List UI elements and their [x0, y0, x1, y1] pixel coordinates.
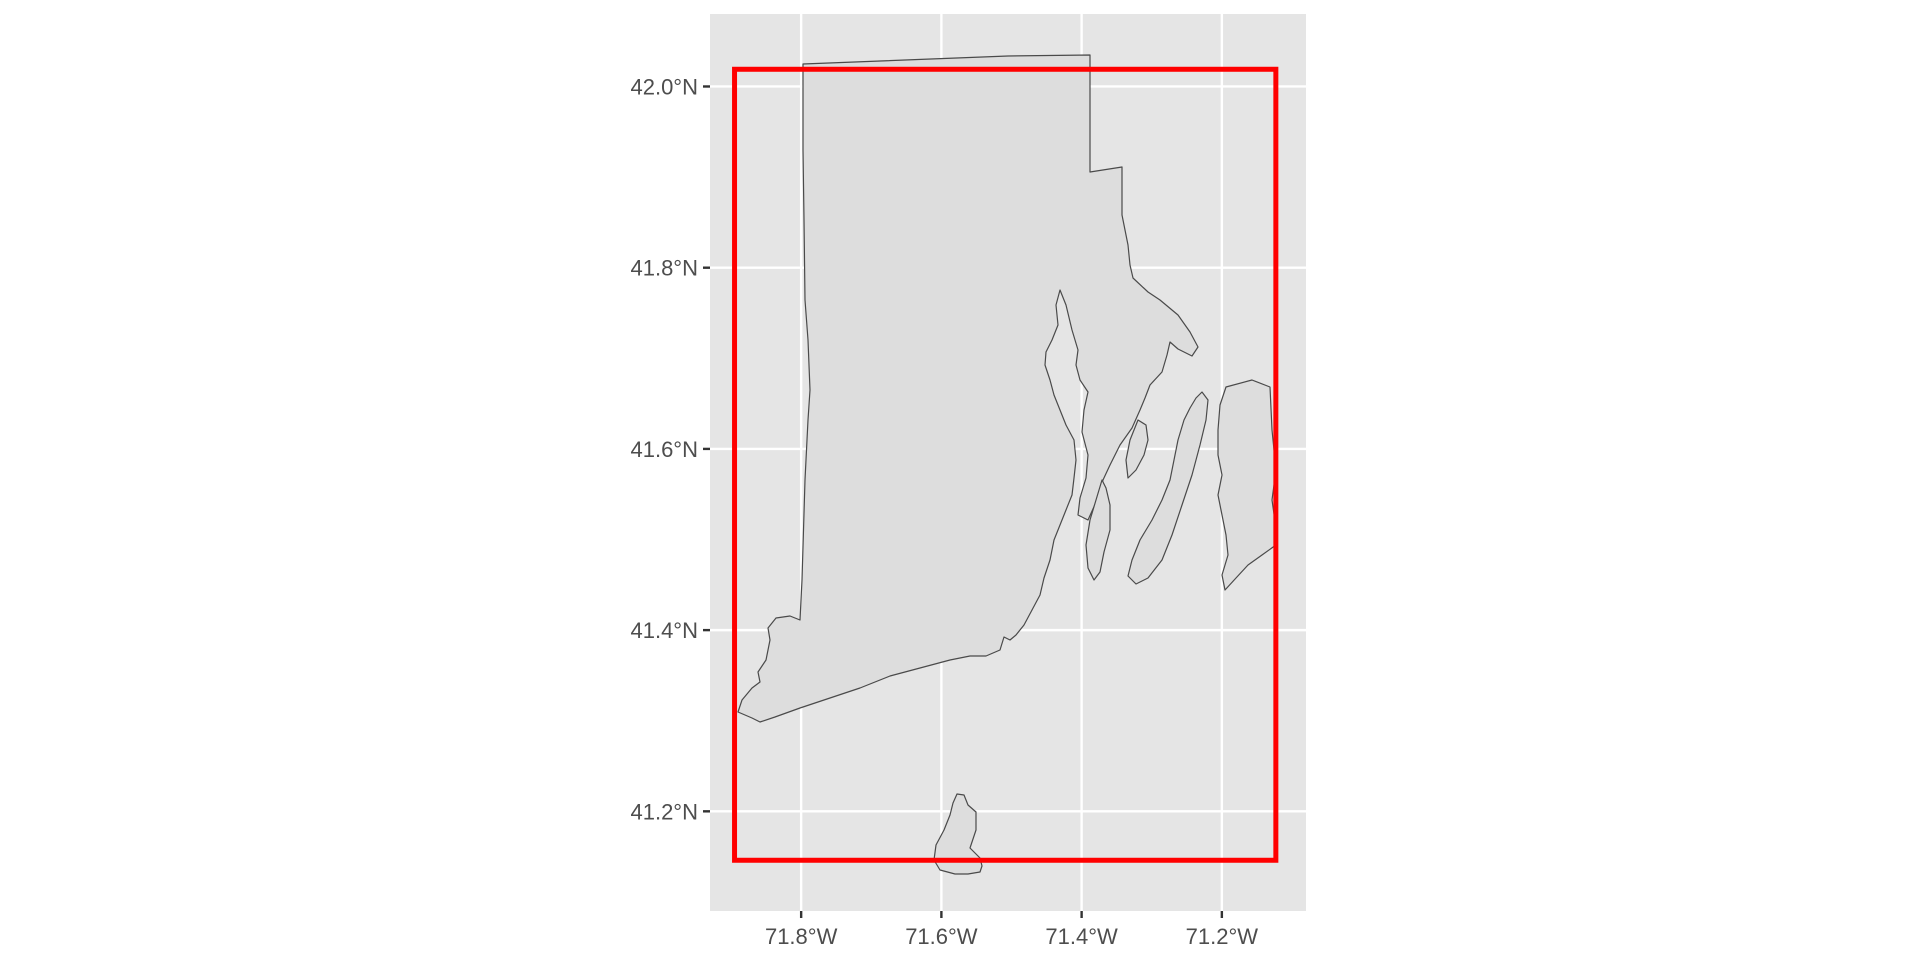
x-tick-label: 71.6°W	[905, 924, 978, 949]
y-tick-label: 41.6°N	[630, 437, 698, 462]
y-tick-label: 41.8°N	[630, 256, 698, 281]
y-tick-label: 41.2°N	[630, 799, 698, 824]
x-tick-label: 71.4°W	[1045, 924, 1118, 949]
x-tick-label: 71.8°W	[765, 924, 838, 949]
y-tick-label: 42.0°N	[630, 74, 698, 99]
prudence-island-polygon	[1125, 419, 1149, 479]
y-axis: 42.0°N 41.8°N 41.6°N 41.4°N 41.2°N	[630, 74, 710, 824]
y-tick-label: 41.4°N	[630, 618, 698, 643]
mainland-polygon	[737, 54, 1199, 723]
x-tick-label: 71.2°W	[1186, 924, 1259, 949]
block-island-polygon	[933, 793, 983, 875]
aquidneck-island-polygon	[1127, 391, 1209, 585]
conanicut-island-polygon	[1085, 479, 1111, 581]
land-polygons	[737, 54, 1277, 875]
x-axis: 71.8°W 71.6°W 71.4°W 71.2°W	[765, 911, 1258, 949]
bounding-box	[732, 66, 1279, 863]
